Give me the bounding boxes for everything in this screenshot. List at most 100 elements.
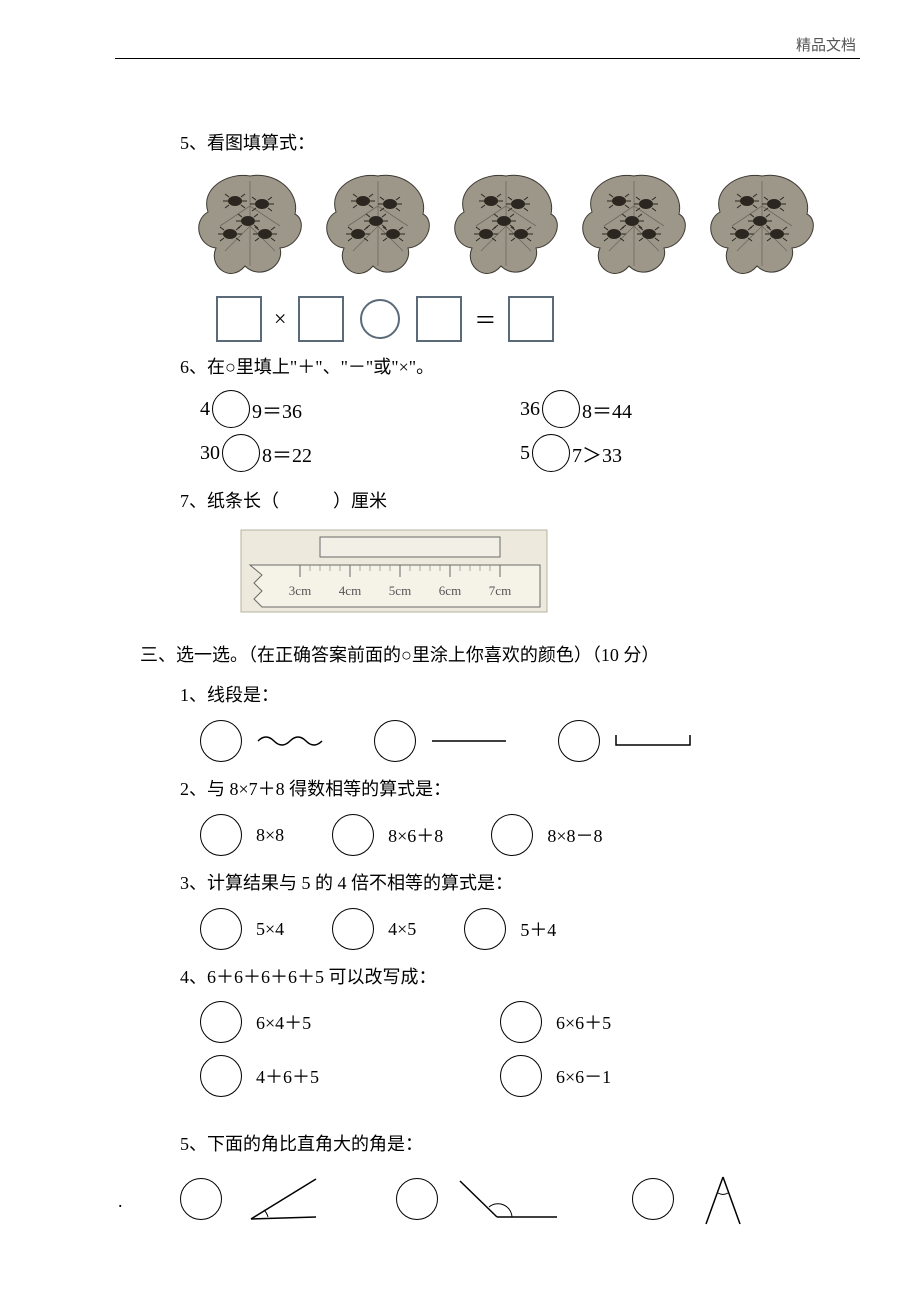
q6-text: 36: [520, 398, 540, 421]
choice-option[interactable]: [396, 1169, 562, 1229]
choice-circle-icon: [200, 908, 242, 950]
s3q5-label: 5、下面的角比直角大的角是：: [180, 1127, 840, 1161]
choice-option[interactable]: 6×6＋5: [500, 1001, 780, 1043]
answer-box[interactable]: [298, 296, 344, 342]
narrow-angle-icon: [688, 1169, 758, 1229]
acute-angle-icon: [236, 1169, 326, 1229]
q7-ruler: 3cm 4cm 5cm 6cm 7cm: [240, 529, 840, 620]
choice-circle-icon: [180, 1178, 222, 1220]
operator-circle[interactable]: [212, 390, 250, 428]
q6-text: 7＞33: [572, 439, 622, 468]
choice-option[interactable]: 8×8－8: [491, 814, 602, 856]
choice-circle-icon: [396, 1178, 438, 1220]
choice-option[interactable]: 5＋4: [464, 908, 556, 950]
q6-cell: 30 8＝22: [200, 434, 520, 472]
s3q4-label: 4、6＋6＋6＋6＋5 可以改写成：: [180, 960, 840, 994]
answer-box[interactable]: [508, 296, 554, 342]
choice-circle-icon: [500, 1055, 542, 1097]
choice-option[interactable]: 8×8: [200, 814, 284, 856]
q5-equation: × ＝: [212, 296, 840, 342]
q6-text: 4: [200, 398, 210, 421]
choice-circle-icon: [491, 814, 533, 856]
choice-option[interactable]: [200, 720, 326, 762]
operator-circle[interactable]: [542, 390, 580, 428]
q6-cell: 36 8＝44: [520, 390, 840, 428]
choice-option[interactable]: 6×6－1: [500, 1055, 780, 1097]
leaf-icon: [190, 166, 310, 286]
choice-text: 8×6＋8: [388, 822, 443, 848]
page-dot: .: [118, 1191, 123, 1212]
choice-circle-icon: [200, 814, 242, 856]
choice-circle-icon: [374, 720, 416, 762]
q7-label: 7、纸条长（ ）厘米: [180, 484, 840, 518]
answer-box[interactable]: [416, 296, 462, 342]
choice-option[interactable]: [558, 720, 694, 762]
choice-circle-icon: [500, 1001, 542, 1043]
choice-circle-icon: [632, 1178, 674, 1220]
s3q5-options: [180, 1169, 840, 1229]
ruler-icon: 3cm 4cm 5cm 6cm 7cm: [240, 529, 550, 615]
q5-leaves: [190, 166, 840, 286]
q6-row2: 30 8＝22 5 7＞33: [200, 434, 840, 472]
s3q1-label: 1、线段是：: [180, 678, 840, 712]
choice-text: 6×6－1: [556, 1063, 611, 1089]
q6-text: 8＝22: [262, 439, 312, 468]
svg-text:6cm: 6cm: [439, 583, 461, 598]
choice-circle-icon: [332, 908, 374, 950]
bracket-line-icon: [614, 729, 694, 753]
choice-text: 6×4＋5: [256, 1009, 311, 1035]
operator-circle[interactable]: [222, 434, 260, 472]
wavy-line-icon: [256, 729, 326, 753]
choice-text: 5×4: [256, 919, 284, 940]
s3q2-label: 2、与 8×7＋8 得数相等的算式是：: [180, 772, 840, 806]
choice-circle-icon: [464, 908, 506, 950]
page-content: 5、看图填算式： × ＝ 6、在○里填上"＋"、"－"或"×"。 4 9＝36 …: [140, 120, 840, 1239]
svg-text:3cm: 3cm: [289, 583, 311, 598]
answer-box[interactable]: [216, 296, 262, 342]
operator-circle[interactable]: [532, 434, 570, 472]
straight-line-icon: [430, 729, 510, 753]
choice-option[interactable]: [632, 1169, 758, 1229]
s3q1-options: [200, 720, 840, 762]
q6-text: 5: [520, 442, 530, 465]
leaf-icon: [574, 166, 694, 286]
choice-text: 8×8－8: [547, 822, 602, 848]
q5-label: 5、看图填算式：: [180, 126, 840, 160]
choice-text: 4＋6＋5: [256, 1063, 319, 1089]
s3q3-options: 5×4 4×5 5＋4: [200, 908, 840, 950]
q6-cell: 4 9＝36: [200, 390, 520, 428]
answer-circle[interactable]: [360, 299, 400, 339]
choice-circle-icon: [200, 720, 242, 762]
choice-option[interactable]: 8×6＋8: [332, 814, 443, 856]
obtuse-angle-icon: [452, 1169, 562, 1229]
equals-symbol: ＝: [474, 303, 496, 335]
choice-option[interactable]: 4＋6＋5: [200, 1055, 480, 1097]
header-label: 精品文档: [796, 34, 856, 55]
choice-text: 4×5: [388, 919, 416, 940]
q6-label: 6、在○里填上"＋"、"－"或"×"。: [180, 350, 840, 384]
svg-text:4cm: 4cm: [339, 583, 361, 598]
s3q3-label: 3、计算结果与 5 的 4 倍不相等的算式是：: [180, 866, 840, 900]
svg-text:7cm: 7cm: [489, 583, 511, 598]
choice-text: 5＋4: [520, 916, 556, 942]
choice-option[interactable]: [374, 720, 510, 762]
svg-text:5cm: 5cm: [389, 583, 411, 598]
choice-option[interactable]: 4×5: [332, 908, 416, 950]
top-rule: [115, 58, 860, 59]
choice-option[interactable]: 5×4: [200, 908, 284, 950]
choice-option[interactable]: [180, 1169, 326, 1229]
choice-option[interactable]: 6×4＋5: [200, 1001, 480, 1043]
leaf-icon: [318, 166, 438, 286]
q6-text: 30: [200, 442, 220, 465]
q6-row1: 4 9＝36 36 8＝44: [200, 390, 840, 428]
q6-cell: 5 7＞33: [520, 434, 840, 472]
choice-text: 6×6＋5: [556, 1009, 611, 1035]
times-symbol: ×: [274, 306, 286, 332]
section3-title: 三、选一选。（在正确答案前面的○里涂上你喜欢的颜色）（10 分）: [140, 638, 840, 672]
choice-circle-icon: [558, 720, 600, 762]
s3q4-options: 6×4＋5 4＋6＋5 6×6＋5 6×6－1: [200, 1001, 840, 1109]
choice-circle-icon: [332, 814, 374, 856]
q6-text: 8＝44: [582, 395, 632, 424]
leaf-icon: [702, 166, 822, 286]
q6-text: 9＝36: [252, 395, 302, 424]
